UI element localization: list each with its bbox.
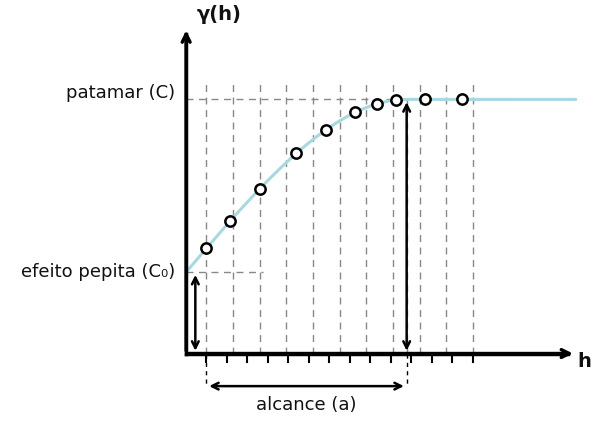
Point bbox=[350, 109, 360, 116]
Point bbox=[202, 245, 211, 252]
Point bbox=[255, 185, 264, 192]
Text: alcance (a): alcance (a) bbox=[256, 396, 357, 414]
Point bbox=[292, 150, 301, 157]
Point bbox=[457, 96, 466, 103]
Text: efeito pepita (C₀): efeito pepita (C₀) bbox=[21, 263, 175, 281]
Text: patamar (C): patamar (C) bbox=[66, 84, 175, 102]
Point bbox=[226, 217, 235, 224]
Point bbox=[321, 127, 331, 134]
Point bbox=[391, 97, 400, 104]
Text: h: h bbox=[578, 352, 591, 371]
Text: γ(h): γ(h) bbox=[197, 6, 242, 24]
Point bbox=[372, 100, 382, 107]
Point bbox=[420, 96, 430, 103]
